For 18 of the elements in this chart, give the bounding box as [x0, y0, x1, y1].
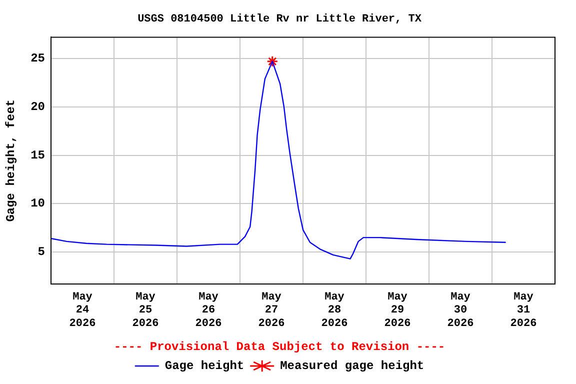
y-axis-title: Gage height, feet — [4, 99, 18, 222]
y-tick-label: 25 — [30, 52, 45, 66]
x-tick-label: May 28 2026 — [321, 291, 348, 330]
chart-title: USGS 08104500 Little Rv nr Little River, TX — [138, 13, 422, 26]
x-tick-label: May 27 2026 — [258, 291, 285, 330]
legend-label: Gage height — [164, 359, 244, 374]
y-tick-label: 5 — [38, 245, 45, 260]
x-tick-label: May 30 2026 — [447, 291, 474, 330]
x-tick-label: May 31 2026 — [510, 291, 537, 330]
x-tick-label: May 26 2026 — [195, 291, 222, 330]
y-tick-label: 10 — [30, 196, 45, 211]
text: ---- Provisional Data Subject to Revision ---- — [114, 340, 446, 354]
x-tick-label: May 29 2026 — [384, 291, 411, 330]
x-tick-label: May 24 2026 — [69, 291, 96, 330]
x-tick-label: May 25 2026 — [132, 291, 159, 330]
y-tick-label: 15 — [30, 148, 45, 162]
y-tick-label: 20 — [30, 100, 45, 114]
legend-label: Measured gage height — [280, 359, 424, 374]
